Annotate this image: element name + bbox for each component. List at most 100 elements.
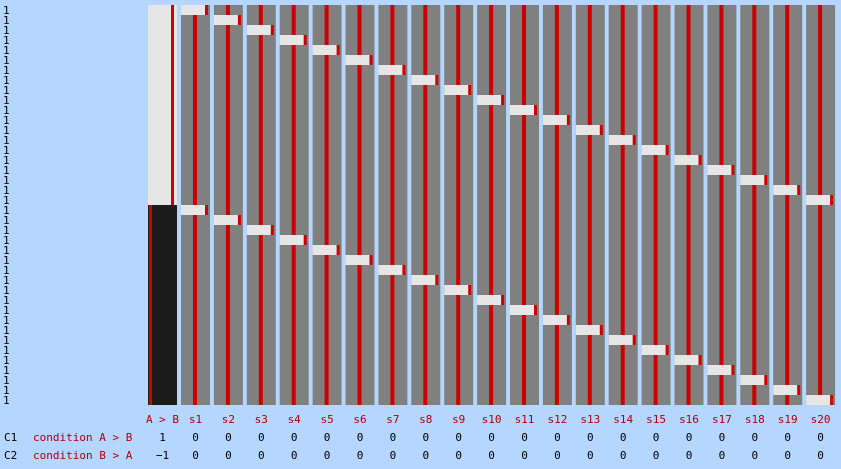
session-block [181,5,206,15]
session-block-tip [566,315,570,325]
contrast-row-C2: C2 condition B > A −1 0 0 0 0 0 0 0 0 0 0 0 0 0 0 0 0 0 0 0 0 [4,449,824,462]
effect-block-negative [148,205,177,405]
row-tick-label: 1 [3,324,10,337]
session-column-s12 [542,5,572,405]
column-label: s13 [580,413,600,426]
row-tick-label: 1 [3,284,10,297]
session-block [674,355,700,365]
session-column-s15 [641,5,671,405]
effect-line-upper [171,5,174,205]
session-block-tip [599,325,603,335]
column-labels: A > B s1 s2 s3 s4 s5 s6 s7 s8 s9 s10 s11 s12 s13 s14 s1… [146,413,831,426]
session-block-tip [402,65,406,75]
row-tick-label: 1 [3,54,10,67]
contrast-weight: 0 [784,431,791,444]
session-column-line [554,5,559,405]
session-block-tip [830,195,834,205]
session-column-s7 [378,5,408,405]
contrast-name: condition A > B [33,431,133,444]
contrast-weight: 0 [390,431,397,444]
row-tick-label: 1 [3,354,10,367]
session-block-tip [534,305,537,315]
session-block-tip [501,295,505,305]
session-column-line [291,5,296,405]
session-column-s4 [279,5,309,405]
session-column-line [225,5,230,405]
contrast-weight: 0 [587,431,594,444]
contrast-weight: 0 [620,431,627,444]
contrast-weight: 0 [653,449,660,462]
session-column-line [587,5,592,405]
column-label: s3 [255,413,268,426]
column-label: s14 [613,413,633,426]
contrast-id: C1 [4,431,17,444]
row-tick-label: 1 [3,374,10,387]
contrast-weight: 0 [620,449,627,462]
session-block [246,25,272,35]
session-block [411,275,437,285]
session-block [707,365,733,375]
contrast-weight: 0 [521,431,528,444]
contrast-weight: 0 [719,449,726,462]
session-column-s18 [740,5,770,405]
session-block-tip [402,265,406,275]
session-column-line [357,5,362,405]
contrast-weight: 0 [554,449,561,462]
contrast-weight: 0 [225,431,232,444]
row-tick-label: 1 [3,304,10,317]
session-column-line [653,5,658,405]
session-block-tip [369,55,373,65]
session-block-tip [534,105,537,115]
session-block [181,205,206,215]
column-label: s10 [482,413,502,426]
session-block-tip [731,165,735,175]
contrast-weight: 0 [817,431,824,444]
column-label: s16 [679,413,699,426]
session-block-tip [435,275,439,285]
session-block-tip [764,375,768,385]
session-block [279,235,305,245]
session-block [740,375,766,385]
row-tick-label: 1 [3,254,10,267]
row-tick-label: 1 [3,314,10,327]
contrast-weight: 0 [258,431,265,444]
session-block-tip [270,225,274,235]
session-block [641,345,667,355]
row-tick-label: 1 [3,334,10,347]
row-tick-label: 1 [3,134,10,147]
contrast-weight: 0 [422,431,429,444]
column-label: s15 [646,413,666,426]
contrast-weight: 0 [324,449,331,462]
contrast-weight: 0 [653,431,660,444]
session-block-tip [566,115,570,125]
session-block-tip [665,145,669,155]
session-block [444,85,470,95]
column-label: s19 [778,413,798,426]
session-block-tip [336,45,340,55]
contrast-weight: 0 [587,449,594,462]
session-block-tip [205,205,208,215]
session-block-tip [270,25,274,35]
contrast-weight: 1 [159,431,166,444]
contrast-weight: 0 [291,431,298,444]
session-column-s10 [477,5,507,405]
session-block [279,35,305,45]
contrast-weight: 0 [422,449,429,462]
column-label: s7 [386,413,399,426]
contrast-weight: 0 [455,431,462,444]
row-tick-label: 1 [3,124,10,137]
session-column-s16 [674,5,704,405]
contrast-weight: 0 [686,449,693,462]
session-block-tip [369,255,373,265]
session-block [213,215,239,225]
session-block [345,255,371,265]
row-tick-label: 1 [3,274,10,287]
column-label: s4 [288,413,302,426]
session-block [378,65,404,75]
session-block [641,145,667,155]
contrast-row-C1: C1 condition A > B 1 0 0 0 0 0 0 0 0 0 0 0 0 0 0 0 0 0 0 0 0 [4,431,824,444]
row-tick-label: 1 [3,364,10,377]
session-block-tip [797,385,801,395]
row-tick-label: 1 [3,94,10,107]
